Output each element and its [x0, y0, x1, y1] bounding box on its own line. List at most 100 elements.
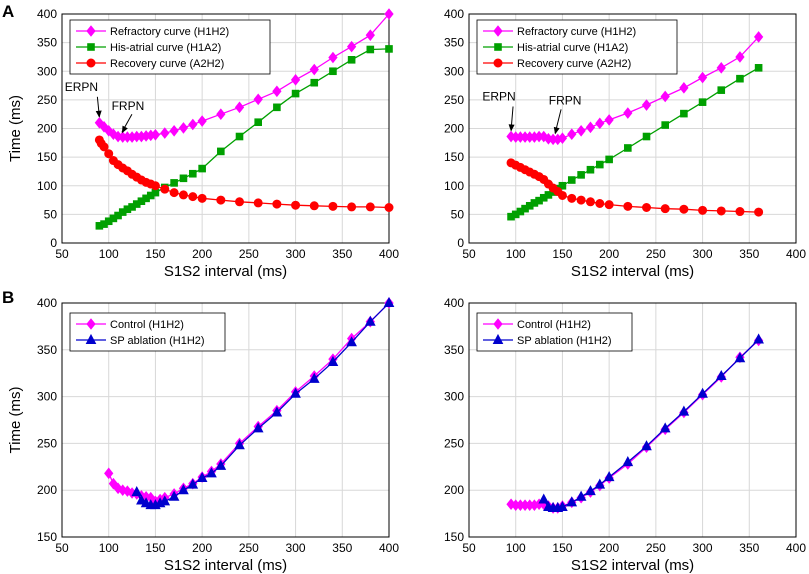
chart-a-right: 50 100 150 200 250 300 350 40005010015020025030…	[444, 7, 806, 280]
data-point	[160, 127, 170, 139]
y-tick-label: 400	[37, 296, 57, 310]
legend-entry: SP ablation (H1H2)	[517, 335, 612, 347]
y-tick-label: 400	[444, 7, 464, 21]
data-point	[170, 179, 178, 187]
data-point	[697, 387, 708, 398]
legend-marker	[493, 318, 503, 330]
annotation-arrowhead	[508, 124, 515, 132]
x-tick-label: 350	[332, 541, 352, 555]
x-tick-label: 400	[379, 541, 399, 555]
y-tick-label: 300	[444, 390, 464, 404]
data-point	[168, 490, 180, 501]
data-point	[717, 86, 726, 94]
data-point	[595, 198, 605, 208]
chart-b-right: 50 100 150 200 250 300 350 400 150 200 250 300 350 40…	[444, 296, 806, 574]
data-point	[384, 8, 394, 20]
data-point	[104, 467, 114, 480]
legend-marker	[494, 43, 502, 51]
data-point	[623, 107, 633, 119]
x-tick-label: 150	[552, 247, 572, 261]
data-point	[197, 193, 207, 203]
data-point	[754, 64, 763, 72]
data-point	[557, 132, 568, 145]
x-tick-label: 100	[99, 247, 119, 261]
data-point	[329, 67, 337, 76]
x-axis-label: S1S2 interval (ms)	[164, 263, 287, 280]
data-point	[272, 85, 282, 98]
y-tick-label: 350	[37, 343, 57, 357]
data-point	[234, 101, 245, 114]
data-point	[198, 164, 206, 173]
legend: Refractory curve (H1H2) His-atrial curve …	[476, 19, 678, 75]
y-tick-label: 400	[444, 296, 464, 310]
x-tick-label: 400	[786, 247, 806, 261]
legend-marker	[86, 25, 96, 37]
data-point	[290, 74, 301, 86]
data-point	[567, 193, 577, 203]
data-point	[309, 63, 319, 76]
panel-label-b: B	[2, 288, 14, 307]
y-axis-label: Time (ms)	[7, 95, 24, 162]
data-point	[383, 296, 395, 307]
data-point	[679, 82, 689, 94]
data-point	[577, 171, 585, 179]
data-point	[253, 93, 263, 106]
y-tick-label: 50	[44, 207, 58, 221]
x-tick-label: 150	[552, 541, 572, 555]
data-point	[273, 103, 281, 112]
data-point	[596, 160, 604, 169]
data-point	[253, 198, 263, 208]
annotation-frpn: FRPN	[112, 99, 145, 113]
x-tick-label: 300	[693, 541, 713, 555]
data-point	[557, 500, 568, 512]
series-recovery-curve-a2h2	[94, 135, 394, 213]
x-tick-label: 300	[286, 247, 306, 261]
plot-frame	[61, 13, 390, 244]
y-tick-label: 250	[37, 436, 57, 450]
plot-frame	[468, 13, 797, 244]
x-tick-label: 150	[145, 541, 165, 555]
series-refractory-curve-h1h2	[506, 31, 764, 146]
data-point	[575, 490, 587, 501]
annotation-arrowhead	[95, 110, 102, 118]
data-point	[754, 207, 764, 217]
data-point	[641, 440, 652, 451]
plot-frame	[468, 302, 797, 538]
data-point	[328, 201, 338, 211]
data-point	[735, 207, 745, 217]
data-point	[252, 422, 264, 433]
y-tick-label: 200	[444, 122, 464, 136]
x-tick-label: 350	[739, 247, 759, 261]
data-point	[346, 40, 357, 53]
data-point	[178, 484, 189, 495]
legend-entry: Recovery curve (A2H2)	[110, 58, 224, 70]
data-point	[366, 45, 375, 54]
panel-label-a: A	[2, 2, 14, 21]
data-point	[328, 51, 338, 64]
y-tick-label: 250	[444, 436, 464, 450]
data-point	[585, 197, 595, 207]
y-tick-label: 300	[444, 64, 464, 78]
x-tick-label: 100	[506, 541, 526, 555]
x-tick-label: 50	[462, 541, 476, 555]
y-tick-label: 50	[451, 207, 465, 221]
legend-entry: Refractory curve (H1H2)	[110, 26, 229, 38]
data-point	[623, 201, 633, 211]
data-point	[698, 98, 707, 106]
annotation-frpn: FRPN	[549, 93, 582, 107]
data-point	[197, 115, 207, 127]
y-tick-label: 400	[37, 7, 57, 21]
x-axis-label: S1S2 interval (ms)	[571, 263, 694, 280]
data-point	[99, 142, 109, 152]
data-point	[576, 124, 586, 137]
data-point	[308, 372, 320, 383]
data-point	[716, 62, 726, 74]
data-point	[189, 169, 197, 178]
x-tick-label: 300	[693, 247, 713, 261]
x-tick-label: 250	[646, 247, 666, 261]
y-tick-label: 250	[37, 93, 57, 107]
x-tick-label: 400	[379, 247, 399, 261]
x-tick-label: 350	[332, 247, 352, 261]
data-point	[346, 336, 357, 347]
data-point	[642, 132, 651, 141]
